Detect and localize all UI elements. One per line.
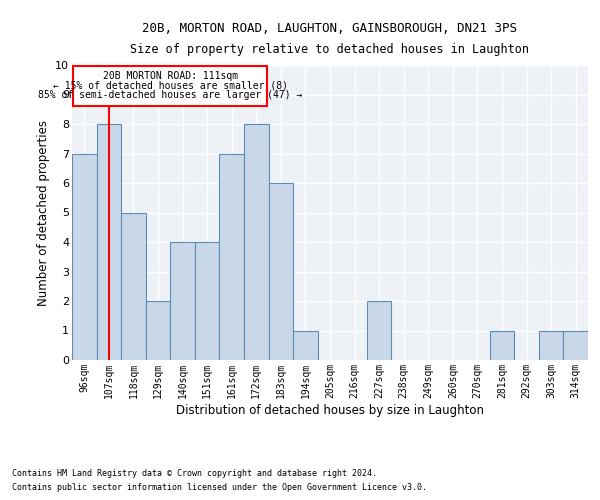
Bar <box>121 212 146 360</box>
Bar <box>73 66 268 106</box>
Bar <box>539 330 563 360</box>
Text: 20B MORTON ROAD: 111sqm: 20B MORTON ROAD: 111sqm <box>103 71 238 81</box>
Y-axis label: Number of detached properties: Number of detached properties <box>37 120 50 306</box>
Bar <box>146 301 170 360</box>
Text: Contains HM Land Registry data © Crown copyright and database right 2024.: Contains HM Land Registry data © Crown c… <box>12 469 377 478</box>
Bar <box>72 154 97 360</box>
Bar <box>170 242 195 360</box>
Bar <box>269 183 293 360</box>
Bar <box>220 154 244 360</box>
Bar <box>195 242 220 360</box>
Text: Size of property relative to detached houses in Laughton: Size of property relative to detached ho… <box>131 42 530 56</box>
Bar <box>367 301 391 360</box>
X-axis label: Distribution of detached houses by size in Laughton: Distribution of detached houses by size … <box>176 404 484 416</box>
Bar <box>244 124 269 360</box>
Bar <box>97 124 121 360</box>
Text: ← 15% of detached houses are smaller (8): ← 15% of detached houses are smaller (8) <box>53 80 288 90</box>
Text: 85% of semi-detached houses are larger (47) →: 85% of semi-detached houses are larger (… <box>38 90 302 101</box>
Bar <box>490 330 514 360</box>
Text: 20B, MORTON ROAD, LAUGHTON, GAINSBOROUGH, DN21 3PS: 20B, MORTON ROAD, LAUGHTON, GAINSBOROUGH… <box>143 22 517 36</box>
Text: Contains public sector information licensed under the Open Government Licence v3: Contains public sector information licen… <box>12 483 427 492</box>
Bar <box>563 330 588 360</box>
Bar <box>293 330 318 360</box>
